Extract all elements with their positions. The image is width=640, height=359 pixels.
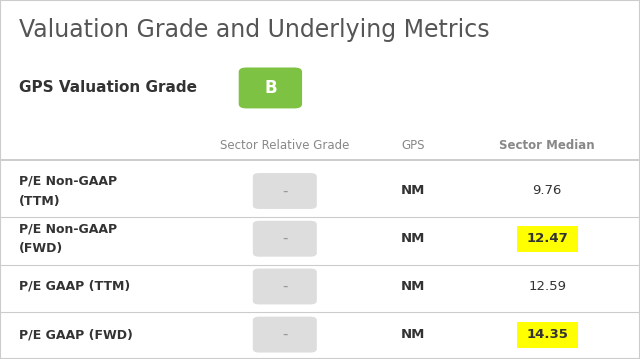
Text: 12.47: 12.47 xyxy=(526,232,568,245)
Text: B: B xyxy=(264,79,276,97)
Text: -: - xyxy=(282,231,287,246)
Text: NM: NM xyxy=(401,232,425,245)
FancyBboxPatch shape xyxy=(517,322,578,348)
Text: P/E GAAP (FWD): P/E GAAP (FWD) xyxy=(19,328,133,341)
Text: NM: NM xyxy=(401,328,425,341)
Text: -: - xyxy=(282,279,287,294)
Text: NM: NM xyxy=(401,185,425,197)
Text: Sector Relative Grade: Sector Relative Grade xyxy=(220,139,349,152)
Text: GPS Valuation Grade: GPS Valuation Grade xyxy=(19,80,197,95)
Text: P/E Non-GAAP: P/E Non-GAAP xyxy=(19,222,117,235)
FancyBboxPatch shape xyxy=(239,67,302,108)
Text: NM: NM xyxy=(401,280,425,293)
FancyBboxPatch shape xyxy=(253,221,317,257)
Text: -: - xyxy=(282,327,287,342)
FancyBboxPatch shape xyxy=(253,173,317,209)
Text: (TTM): (TTM) xyxy=(19,195,61,208)
Text: GPS: GPS xyxy=(401,139,424,152)
Text: 9.76: 9.76 xyxy=(532,185,562,197)
Text: 12.59: 12.59 xyxy=(528,280,566,293)
Text: 14.35: 14.35 xyxy=(526,328,568,341)
Text: Sector Median: Sector Median xyxy=(499,139,595,152)
FancyBboxPatch shape xyxy=(253,317,317,353)
FancyBboxPatch shape xyxy=(253,269,317,304)
FancyBboxPatch shape xyxy=(517,226,578,252)
Text: (FWD): (FWD) xyxy=(19,242,63,255)
Text: P/E Non-GAAP: P/E Non-GAAP xyxy=(19,174,117,187)
Text: Valuation Grade and Underlying Metrics: Valuation Grade and Underlying Metrics xyxy=(19,18,490,42)
Text: -: - xyxy=(282,183,287,199)
Text: P/E GAAP (TTM): P/E GAAP (TTM) xyxy=(19,280,131,293)
